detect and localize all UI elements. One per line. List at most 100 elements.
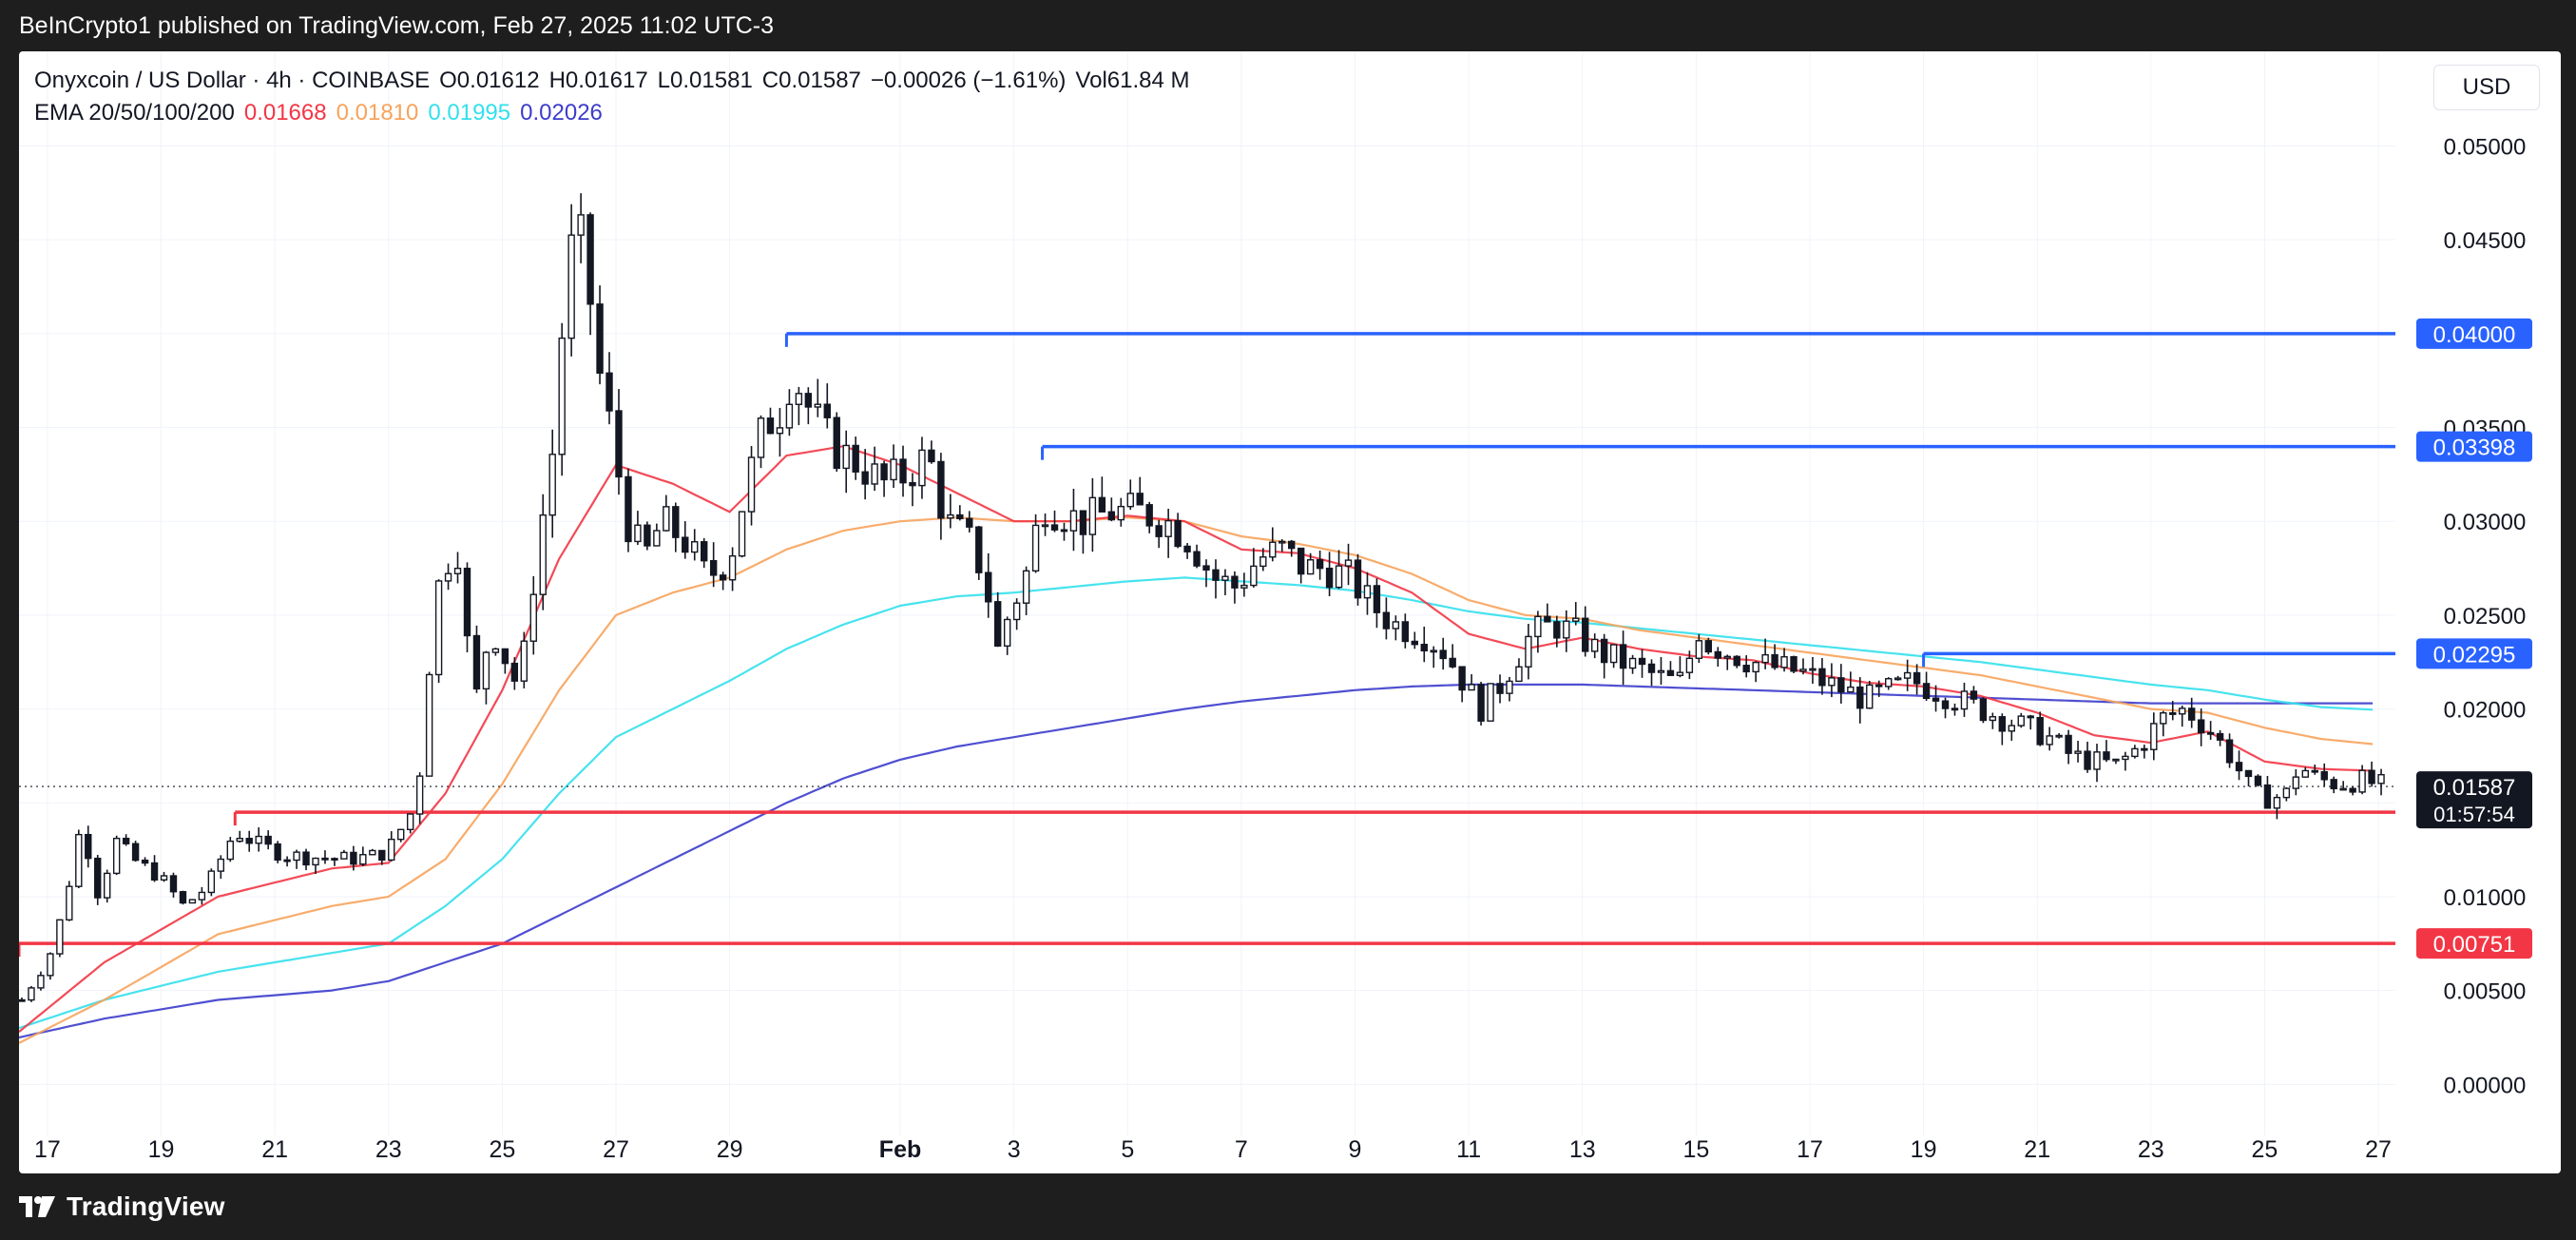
candle-body	[1676, 671, 1684, 676]
candle-body	[169, 875, 178, 893]
candle-body	[1335, 565, 1343, 589]
candle-body	[1269, 541, 1277, 558]
candle-body	[1468, 684, 1475, 691]
candle-body	[1818, 668, 1826, 687]
candle-body	[1306, 559, 1315, 575]
candle-body	[2093, 751, 2101, 770]
y-tick-label: 0.04500	[2444, 228, 2527, 254]
candle-body	[1506, 680, 1513, 694]
candle-body	[2187, 707, 2196, 721]
candle-body	[1325, 567, 1334, 589]
candle-body	[1164, 519, 1172, 537]
candle-body	[2141, 747, 2148, 751]
price-chart[interactable]: 0.000000.005000.010000.015000.020000.025…	[19, 51, 2561, 1173]
candle-body	[1951, 707, 1959, 711]
candle-body	[2377, 773, 2385, 785]
candle-body	[1136, 493, 1144, 506]
brand-name: TradingView	[67, 1192, 225, 1221]
candle-body	[1885, 678, 1893, 688]
resistance-price-label: 0.02295	[2433, 642, 2516, 668]
candle-body	[1288, 540, 1296, 550]
candle-body	[596, 303, 604, 374]
last-price-label: 0.01587	[2433, 775, 2516, 801]
candle-body	[1894, 677, 1902, 681]
candle-body	[1600, 638, 1608, 664]
candle-body	[653, 530, 661, 547]
candle-body	[719, 574, 727, 581]
candle-body	[1449, 657, 1456, 668]
candle-body	[909, 481, 916, 487]
candle-body	[1960, 690, 1969, 710]
candle-body	[302, 851, 310, 866]
tradingview-logo[interactable]: TradingView	[19, 1192, 225, 1222]
candle-body	[1487, 683, 1494, 722]
y-tick-label: 0.00500	[2444, 979, 2527, 1005]
x-tick-label: 23	[2138, 1136, 2164, 1163]
candle-body	[1534, 615, 1542, 638]
candle-body	[28, 987, 35, 1001]
candle-body	[312, 857, 319, 866]
candle-body	[1903, 671, 1912, 679]
candle-body	[1259, 556, 1267, 568]
candle-body	[1619, 644, 1627, 669]
candle-body	[1628, 657, 1637, 669]
candlesticks	[19, 193, 2385, 1002]
candle-body	[1193, 551, 1201, 567]
candle-body	[510, 662, 519, 682]
candle-body	[2008, 725, 2015, 732]
candle-body	[700, 541, 708, 562]
price-change: −0.00026 (−1.61%)	[870, 68, 1067, 93]
candle-body	[1430, 649, 1437, 653]
chart-panel[interactable]: 0.000000.005000.010000.015000.020000.025…	[19, 51, 2561, 1173]
candle-body	[899, 458, 907, 484]
candle-body	[1231, 575, 1239, 589]
candle-body	[1012, 602, 1021, 621]
candle-body	[1647, 663, 1656, 673]
symbol-title[interactable]: Onyxcoin / US Dollar · 4h · COINBASE	[34, 68, 431, 93]
candle-body	[2368, 769, 2375, 785]
candle-body	[1723, 655, 1731, 659]
candle-body	[956, 513, 964, 520]
ema20-line	[19, 445, 2374, 1033]
candle-body	[56, 919, 64, 955]
candle-body	[1458, 666, 1466, 691]
candle-body	[1790, 656, 1797, 672]
candle-body	[861, 471, 869, 485]
x-tick-label: 9	[1349, 1136, 1362, 1163]
volume: Vol61.84 M	[1075, 68, 1190, 93]
candle-body	[1202, 565, 1210, 572]
candle-body	[558, 337, 566, 455]
candle-body	[823, 403, 831, 418]
x-tick-label: Feb	[879, 1136, 921, 1163]
candle-body	[1117, 505, 1125, 521]
candle-body	[94, 857, 102, 899]
candle-body	[1752, 661, 1759, 673]
x-tick-label: 17	[34, 1136, 61, 1163]
candle-body	[1183, 545, 1191, 552]
candle-body	[1780, 656, 1788, 668]
candle-body	[264, 835, 272, 845]
candle-body	[1922, 683, 1931, 700]
candle-body	[1544, 615, 1551, 623]
candle-body	[1932, 697, 1940, 702]
candle-body	[388, 838, 395, 862]
candle-body	[85, 833, 92, 860]
candle-body	[2244, 769, 2253, 778]
support-price-label: 0.00751	[2433, 932, 2516, 958]
last-price-tag	[2416, 771, 2532, 829]
support-price-tag	[2416, 928, 2532, 959]
ohlc-high: H0.01617	[548, 68, 648, 93]
candle-body	[1221, 575, 1229, 581]
candle-body	[1695, 640, 1703, 659]
currency-button[interactable]: USD	[2433, 65, 2540, 110]
candle-body	[1657, 669, 1665, 673]
candle-body	[567, 234, 575, 339]
candle-body	[1439, 649, 1447, 660]
candle-body	[37, 975, 45, 989]
candle-body	[539, 513, 547, 595]
chart-legend: Onyxcoin / US Dollar · 4h · COINBASE O0.…	[34, 65, 1190, 129]
candle-body	[1970, 690, 1978, 700]
x-tick-label: 13	[1569, 1136, 1596, 1163]
candle-body	[2169, 712, 2177, 715]
ema-label[interactable]: EMA 20/50/100/200	[34, 100, 235, 126]
